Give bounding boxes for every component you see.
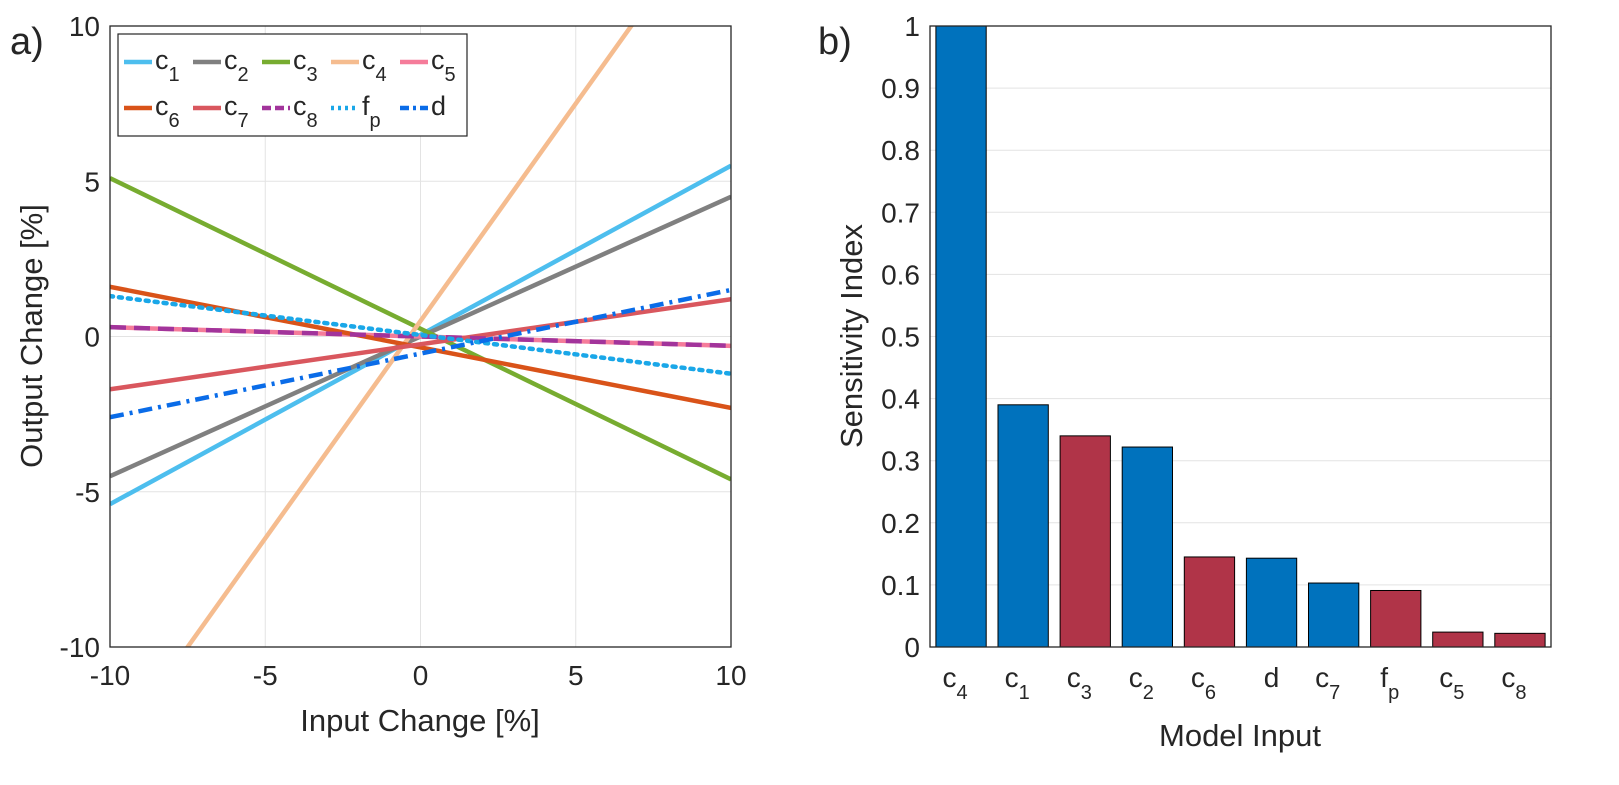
panel-a-legend: c1 c2 c3 c4 c5 c6 c7 c8 fp d <box>117 33 468 137</box>
panel-b-y-tick-label: 1 <box>904 11 920 42</box>
panel-b-bars <box>935 25 1546 648</box>
panel-b-axes-box <box>929 25 1552 648</box>
bar-c7 <box>1307 582 1360 648</box>
panel-b-y-tick-label: 0.2 <box>881 508 920 539</box>
panel-b-y-tick-label: 0.7 <box>881 197 920 228</box>
series-line-c8 <box>110 324 731 349</box>
panel-a-x-tick-label: 10 <box>715 660 746 691</box>
panel-a-y-tick-label: 5 <box>84 166 100 197</box>
panel-b-x-tick-label-c3: c3 <box>1067 662 1092 704</box>
legend-label-c5: c5 <box>431 45 456 86</box>
panel-b-y-tick-labels: 0 0.1 0.2 0.3 0.4 0.5 0.6 0.7 0.8 0.9 1 <box>881 11 920 663</box>
bar-c1 <box>997 404 1049 648</box>
legend-label-c7: c7 <box>224 91 249 132</box>
legend-label-d: d <box>431 91 446 121</box>
panel-a-x-tick-label: 0 <box>413 660 429 691</box>
panel-b-y-axis-label: Sensitivity Index <box>834 224 869 448</box>
panel-b-x-tick-label-c5: c5 <box>1439 662 1464 704</box>
panel-b-x-axis-label: Model Input <box>1159 718 1321 753</box>
panel-a-y-tick-labels: -10 -5 0 5 10 <box>60 11 100 663</box>
panel-a-y-tick-label: 0 <box>84 322 100 353</box>
panel-b-x-tick-label-c7: c7 <box>1315 662 1340 704</box>
bar-c8 <box>1494 632 1546 648</box>
panel-a-x-tick-labels: -10 -5 0 5 10 <box>90 660 747 691</box>
legend-items: c1 c2 c3 c4 c5 c6 c7 c8 fp d <box>124 45 456 132</box>
panel-b-x-tick-label-c2: c2 <box>1129 662 1154 704</box>
series-line-fp <box>110 293 731 377</box>
panel-a-x-tick-label: 5 <box>568 660 584 691</box>
legend-label-c8: c8 <box>293 91 318 132</box>
panel-b-x-tick-label-c6: c6 <box>1191 662 1216 704</box>
bar-d <box>1245 557 1298 648</box>
panel-b-y-tick-label: 0.3 <box>881 446 920 477</box>
bar-c4 <box>935 25 987 648</box>
panel-a-x-tick-label: -5 <box>253 660 278 691</box>
panel-b-y-tick-label: 0 <box>904 632 920 663</box>
panel-b-y-tick-label: 0.6 <box>881 259 920 290</box>
panel-a-axes-box <box>109 25 732 648</box>
panel-a-series-lines <box>110 26 731 647</box>
panel-a-y-tick-label: -10 <box>60 632 100 663</box>
bar-fp <box>1370 589 1422 648</box>
panel-b-x-tick-label-c4: c4 <box>942 662 967 704</box>
bar-c2 <box>1121 446 1174 648</box>
panel-a-y-tick-label: 10 <box>69 11 100 42</box>
panel-a-x-tick-label: -10 <box>90 660 130 691</box>
legend-label-c6: c6 <box>155 91 180 132</box>
series-line-c4 <box>184 26 634 647</box>
panel-b-bar-chart: b) 00.10.20.30.40.50.60.70.80.91 c4 c1 c3 c… <box>818 11 1552 753</box>
panel-a-y-tick-label: -5 <box>75 477 100 508</box>
legend-label-c4: c4 <box>362 45 387 86</box>
panel-b-x-tick-labels: c4 c1 c3 c2 c6 d c7 fp c5 c8 <box>942 662 1526 704</box>
series-line-d <box>110 287 731 420</box>
panel-b-y-tick-label: 0.9 <box>881 73 920 104</box>
series-line-c7 <box>110 297 731 392</box>
panel-b-x-tick-label-fp: fp <box>1380 662 1399 704</box>
legend-label-c2: c2 <box>224 45 249 86</box>
legend-label-c1: c1 <box>155 45 180 86</box>
panel-b-y-tick-label: 0.4 <box>881 384 920 415</box>
bar-c6 <box>1183 556 1236 648</box>
legend-label-c3: c3 <box>293 45 318 86</box>
panel-b-y-tick-label: 0.8 <box>881 135 920 166</box>
series-line-c3 <box>110 176 731 482</box>
panel-b-x-tick-label-c8: c8 <box>1501 662 1526 704</box>
bar-c5 <box>1432 631 1484 648</box>
panel-a-label: a) <box>10 21 44 63</box>
legend-box <box>117 33 468 137</box>
series-line-c6 <box>110 284 731 411</box>
panel-a-x-axis-label: Input Change [%] <box>300 703 540 738</box>
bar-c3 <box>1059 435 1111 648</box>
panel-b-label: b) <box>818 21 852 63</box>
legend-label-fp: fp <box>362 91 381 132</box>
panel-a-y-axis-label: Output Change [%] <box>14 204 49 468</box>
panel-b-x-tick-label-d: d <box>1264 662 1280 693</box>
panel-b-x-tick-label-c1: c1 <box>1005 662 1030 704</box>
panel-b-y-tick-label: 0.1 <box>881 570 920 601</box>
panel-b-y-tick-label: 0.5 <box>881 322 920 353</box>
